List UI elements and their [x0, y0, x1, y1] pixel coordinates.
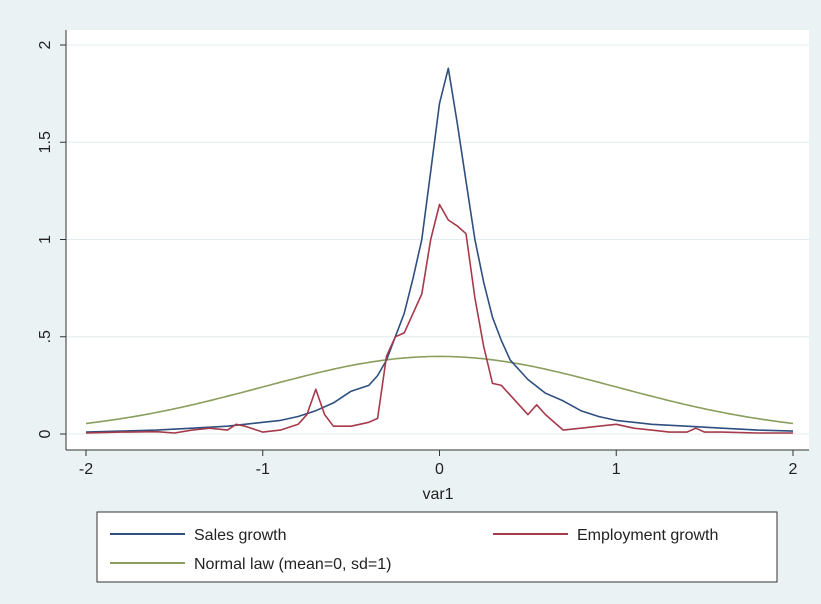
- x-tick-label: -1: [256, 461, 270, 478]
- series-layer: [85, 67, 794, 434]
- axis-layer: 0 .5 1 1.5 2 -2 -1 0 1 2: [37, 30, 809, 478]
- normal-law-line: [85, 355, 794, 425]
- legend-label-sales-growth: Sales growth: [194, 527, 287, 544]
- legend-label-employment-growth: Employment growth: [577, 527, 718, 544]
- employment-growth-line: [85, 203, 793, 434]
- legend: Sales growth Employment growth Normal la…: [96, 511, 778, 583]
- x-axis-title: var1: [422, 486, 453, 503]
- grid-layer: [66, 44, 809, 435]
- legend-box: [96, 511, 778, 583]
- x-tick-label: 1: [612, 461, 621, 478]
- sales-growth-line: [85, 67, 794, 433]
- y-tick-label: 1: [37, 235, 54, 244]
- x-tick-label: 0: [435, 461, 444, 478]
- x-tick-label: 2: [789, 461, 798, 478]
- y-tick-label: .5: [37, 330, 54, 343]
- y-tick-label: 0: [37, 429, 54, 438]
- x-tick-label: -2: [79, 461, 93, 478]
- legend-label-normal-law: Normal law (mean=0, sd=1): [194, 556, 391, 573]
- y-tick-label: 1.5: [37, 131, 54, 153]
- y-tick-label: 2: [37, 40, 54, 49]
